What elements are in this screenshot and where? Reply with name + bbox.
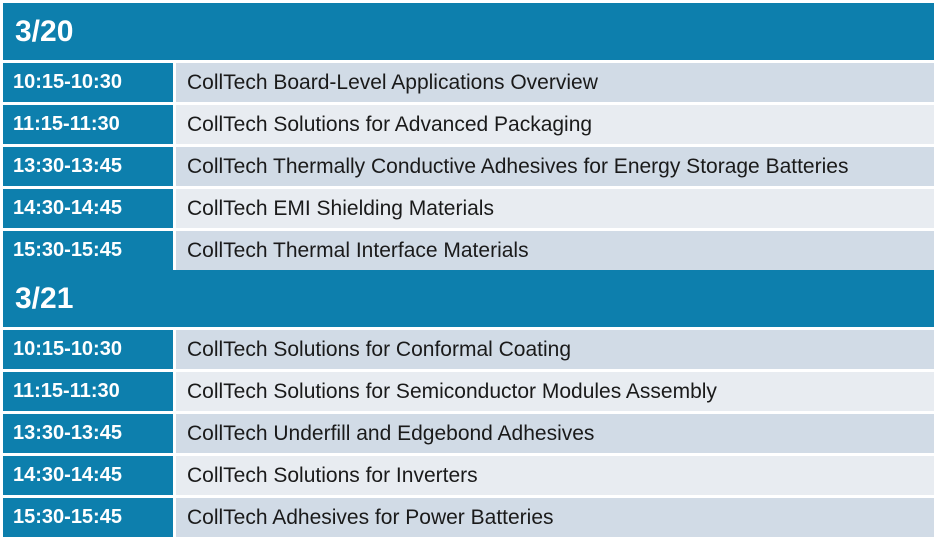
day-block-3-21: 3/21 10:15-10:30 CollTech Solutions for …	[3, 270, 934, 537]
session-row: 15:30-15:45 CollTech Thermal Interface M…	[3, 231, 934, 270]
divider	[173, 63, 176, 102]
session-time: 10:15-10:30	[3, 63, 173, 102]
session-row: 13:30-13:45 CollTech Thermally Conductiv…	[3, 147, 934, 186]
session-time: 11:15-11:30	[3, 105, 173, 144]
session-row: 15:30-15:45 CollTech Adhesives for Power…	[3, 498, 934, 537]
session-row: 10:15-10:30 CollTech Solutions for Confo…	[3, 330, 934, 369]
session-row: 11:15-11:30 CollTech Solutions for Semic…	[3, 372, 934, 411]
divider	[173, 456, 176, 495]
divider	[173, 498, 176, 537]
session-time: 13:30-13:45	[3, 414, 173, 453]
session-title: CollTech Thermal Interface Materials	[176, 231, 934, 270]
session-row: 11:15-11:30 CollTech Solutions for Advan…	[3, 105, 934, 144]
session-row: 14:30-14:45 CollTech Solutions for Inver…	[3, 456, 934, 495]
session-list: 10:15-10:30 CollTech Solutions for Confo…	[3, 330, 934, 537]
session-time: 13:30-13:45	[3, 147, 173, 186]
day-header: 3/20	[3, 3, 934, 60]
divider	[173, 372, 176, 411]
session-title: CollTech Adhesives for Power Batteries	[176, 498, 934, 537]
session-time: 14:30-14:45	[3, 456, 173, 495]
session-title: CollTech Thermally Conductive Adhesives …	[176, 147, 934, 186]
session-title: CollTech Solutions for Conformal Coating	[176, 330, 934, 369]
session-row: 14:30-14:45 CollTech EMI Shielding Mater…	[3, 189, 934, 228]
session-time: 14:30-14:45	[3, 189, 173, 228]
session-row: 10:15-10:30 CollTech Board-Level Applica…	[3, 63, 934, 102]
session-time: 15:30-15:45	[3, 231, 173, 270]
session-title: CollTech Solutions for Inverters	[176, 456, 934, 495]
session-time: 15:30-15:45	[3, 498, 173, 537]
schedule-table: 3/20 10:15-10:30 CollTech Board-Level Ap…	[3, 3, 934, 537]
divider	[173, 414, 176, 453]
divider	[173, 231, 176, 270]
divider	[173, 147, 176, 186]
session-title: CollTech Underfill and Edgebond Adhesive…	[176, 414, 934, 453]
session-time: 11:15-11:30	[3, 372, 173, 411]
divider	[173, 330, 176, 369]
session-title: CollTech Solutions for Advanced Packagin…	[176, 105, 934, 144]
session-title: CollTech EMI Shielding Materials	[176, 189, 934, 228]
day-block-3-20: 3/20 10:15-10:30 CollTech Board-Level Ap…	[3, 3, 934, 270]
session-title: CollTech Board-Level Applications Overvi…	[176, 63, 934, 102]
divider	[173, 189, 176, 228]
day-header: 3/21	[3, 270, 934, 327]
session-list: 10:15-10:30 CollTech Board-Level Applica…	[3, 63, 934, 270]
divider	[173, 105, 176, 144]
session-time: 10:15-10:30	[3, 330, 173, 369]
session-row: 13:30-13:45 CollTech Underfill and Edgeb…	[3, 414, 934, 453]
session-title: CollTech Solutions for Semiconductor Mod…	[176, 372, 934, 411]
